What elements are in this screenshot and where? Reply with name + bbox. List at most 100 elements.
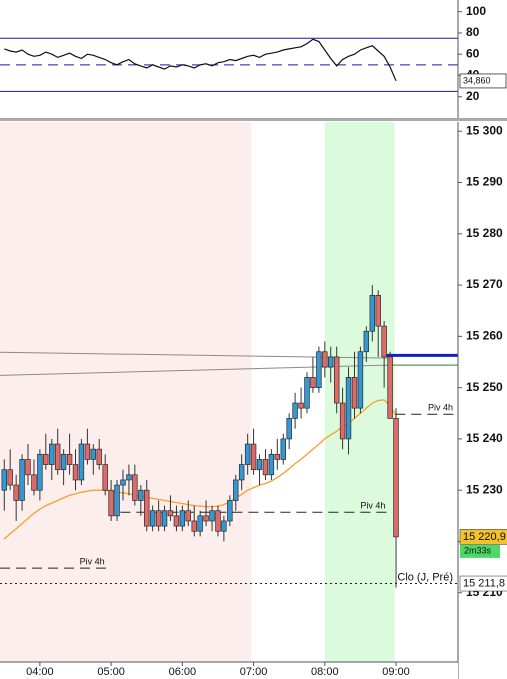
candle-body [102, 464, 108, 491]
level-label: Piv 4h [80, 557, 105, 567]
level-label: Piv 4h [428, 403, 453, 413]
y-tick-label: 15 280 [466, 226, 503, 240]
candle-body [167, 510, 174, 517]
candle-body [84, 443, 91, 460]
last-value-tag [459, 73, 507, 89]
candle-body [37, 453, 43, 491]
candle-body [244, 443, 251, 465]
x-tick-label: 07:00 [240, 666, 268, 678]
price-tag [459, 575, 507, 592]
y-tick-label: 80 [466, 25, 480, 39]
candle-body [19, 459, 25, 501]
candle-body [363, 330, 370, 353]
candle-body [233, 479, 239, 501]
y-tick-label: 15 290 [466, 175, 503, 189]
candle-body [292, 402, 298, 419]
y-tick-label: 15 240 [466, 431, 503, 445]
x-tick-label: 04:00 [26, 666, 54, 678]
price-tag [459, 529, 507, 545]
candle-body [393, 418, 399, 538]
y-tick-label: 15 300 [466, 123, 503, 137]
candle-body [108, 489, 114, 517]
candle-body [72, 464, 79, 481]
x-tick-label: 08:00 [311, 666, 339, 678]
y-tick-label: 15 230 [466, 482, 503, 496]
candle-body [149, 510, 156, 527]
x-axis-panel [0, 662, 458, 679]
candle-body [316, 351, 322, 388]
candle-body [191, 520, 197, 532]
candle-body [387, 356, 393, 419]
candle-body [227, 500, 233, 522]
candle-body [114, 484, 120, 517]
level-label: Piv 4h [360, 501, 385, 511]
candle-body [262, 459, 269, 476]
candle-body [197, 515, 203, 532]
candle-body [31, 474, 37, 491]
candle-body [327, 356, 334, 368]
candle-body [322, 351, 328, 368]
candle-body [209, 510, 215, 522]
candle-body [120, 479, 126, 486]
level-label: Clo (J, Pré) [397, 571, 453, 583]
candle-body [144, 489, 150, 527]
candle-body [25, 459, 31, 476]
candle-body [1, 469, 7, 491]
price-tag-label: 15 220,9 [463, 531, 506, 543]
axis-panel [458, 122, 507, 662]
candle-body [256, 459, 263, 471]
candle-body [13, 484, 19, 501]
candle-body [345, 377, 352, 440]
candle-body [66, 453, 73, 465]
candle-body [49, 443, 55, 465]
candle-body [203, 515, 209, 522]
candle-body [369, 294, 376, 332]
candle-body [221, 520, 227, 532]
y-tick-label: 60 [466, 46, 480, 60]
candle-body [280, 438, 286, 460]
axis-panel [458, 0, 507, 118]
y-tick-label: 15 270 [466, 277, 503, 291]
candle-body [286, 418, 292, 440]
candle-body [185, 510, 191, 522]
price-tag-label: 15 211,8 [463, 577, 505, 589]
session-band [0, 122, 252, 662]
last-value-label: 34,860 [463, 75, 491, 85]
candle-body [60, 453, 67, 471]
candle-body [357, 351, 364, 409]
x-tick-label: 05:00 [97, 666, 125, 678]
candle-body [173, 515, 180, 527]
candle-body [250, 443, 257, 471]
candle-body [238, 464, 245, 481]
candle-body [304, 377, 310, 409]
candle-body [54, 443, 61, 471]
indicator-line [4, 38, 397, 82]
candle-body [43, 453, 49, 465]
candle-body [132, 474, 138, 501]
candle-body [7, 469, 13, 486]
candle-body [155, 510, 162, 527]
candle-body [78, 443, 85, 481]
moving-average [3, 399, 397, 540]
candle-body [310, 377, 316, 388]
y-tick-label: 20 [466, 89, 480, 103]
candle-body [90, 448, 97, 460]
candle-body [161, 510, 168, 527]
countdown-tag [460, 544, 500, 558]
candle-body [138, 489, 144, 501]
x-tick-label: 06:00 [169, 666, 197, 678]
candle-body [274, 453, 281, 460]
candle-body [268, 453, 275, 476]
candle-body [333, 356, 340, 404]
candle-body [375, 294, 381, 327]
candle-body [215, 510, 221, 532]
y-tick-label: 15 250 [466, 380, 503, 394]
candle-body [179, 510, 186, 527]
candle-body [298, 402, 304, 409]
candle-body [351, 377, 358, 409]
x-tick-label: 09:00 [382, 666, 410, 678]
candle-body [381, 325, 387, 358]
countdown-label: 2m33s [464, 546, 492, 556]
